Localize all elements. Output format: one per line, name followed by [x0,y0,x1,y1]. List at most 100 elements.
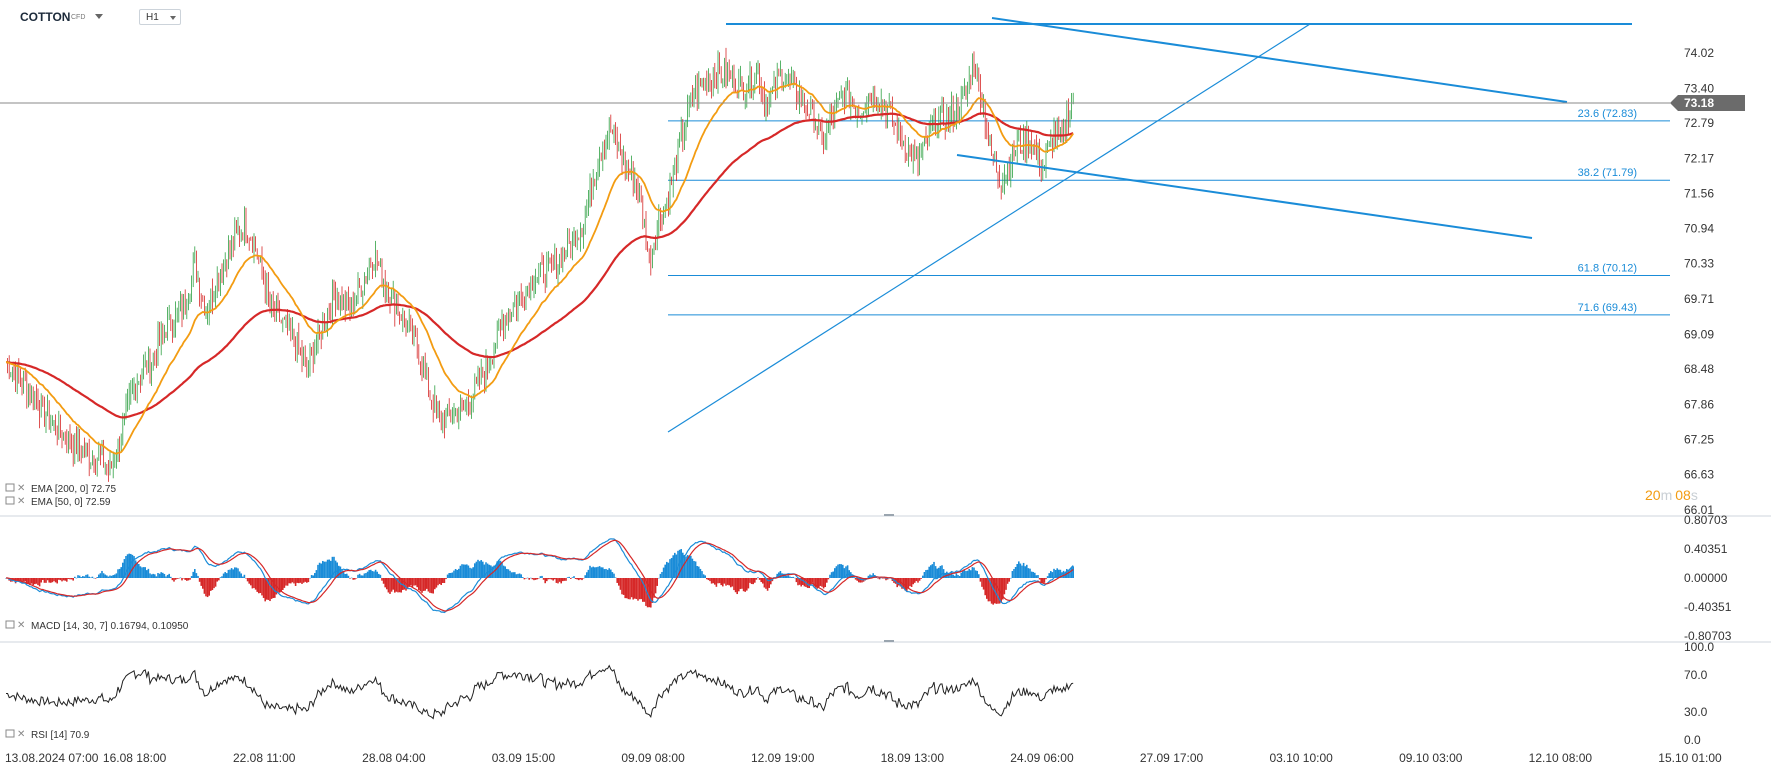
macd-histogram-bar [496,561,498,578]
macd-histogram-bar [826,578,828,583]
macd-histogram-bar [245,578,247,579]
macd-histogram-bar [82,576,84,578]
macd-histogram-bar [610,569,612,578]
macd-histogram-bar [760,578,762,583]
chevron-down-icon [170,16,176,20]
macd-histogram-bar [581,578,583,581]
macd-histogram-bar [531,578,534,580]
timeframe-select[interactable]: H1 [139,9,181,25]
macd-histogram-bar [283,578,286,588]
macd-histogram-bar [360,575,362,578]
macd-histogram-bar [110,575,113,578]
macd-histogram-bar [755,578,758,580]
macd-histogram-bar [397,578,399,593]
macd-histogram-bar [675,554,678,578]
macd-histogram-bar [643,578,646,602]
macd-histogram-bar [1067,570,1070,578]
macd-histogram-bar [74,576,76,578]
macd-histogram-bar [926,569,929,578]
macd-histogram-bar [552,578,554,581]
macd-histogram-bar [34,578,36,585]
macd-histogram-bar [730,578,732,588]
macd-histogram-bar [718,578,721,584]
price-tick-label: 68.48 [1684,362,1714,376]
macd-histogram-bar [432,578,434,594]
macd-histogram-bar [1046,576,1049,578]
rsi-label: RSI [14] 70.9 [31,730,90,741]
macd-histogram-bar [806,578,809,588]
panel-resize-handle-rsi[interactable] [884,640,894,642]
macd-histogram-bar [102,573,105,578]
macd-histogram-bar [480,560,482,578]
macd-histogram-bar [928,566,930,578]
macd-histogram-bar [96,577,98,578]
rising-trend-line [667,23,1311,433]
macd-histogram-bar [702,574,705,578]
price-tick-label: 69.71 [1684,292,1714,306]
price-tick-label: 67.86 [1684,397,1714,411]
legend-ema200[interactable]: ✕ EMA [200, 0] 72.75 [5,483,116,495]
macd-histogram-bar [107,576,110,578]
macd-histogram-bar [333,556,335,578]
macd-histogram-bar [448,573,450,578]
macd-histogram-bar [738,578,740,592]
macd-histogram-bar [418,578,420,590]
macd-histogram-bar [728,578,730,586]
macd-histogram-bar [546,578,548,582]
macd-histogram-bar [1072,566,1074,578]
macd-histogram-bar [554,578,556,580]
macd-histogram-bar [90,577,92,579]
legend-ema50[interactable]: ✕ EMA [50, 0] 72.59 [5,496,111,508]
time-axis: 13.08.2024 07:00 16.08 18:00 22.08 11:00 28… [5,751,1722,765]
macd-tick-label: 0.40351 [1684,542,1728,556]
macd-histogram-bar [818,578,820,588]
macd-histogram-bar [421,578,423,593]
macd-histogram-bar [859,578,862,583]
macd-histogram-bar [701,571,703,578]
macd-histogram-bar [390,578,393,592]
macd-histogram-bar [334,560,337,578]
macd-histogram-bar [304,578,306,582]
macd-histogram-bar [205,578,207,597]
legend-rsi[interactable]: ✕ RSI [14] 70.9 [5,729,90,741]
macd-histogram-bar [147,568,150,578]
symbol-dropdown-icon[interactable] [95,14,103,19]
macd-histogram-bar [170,576,172,578]
macd-histogram-bar [637,578,639,601]
macd-histogram-bar [280,578,282,592]
macd-histogram-bar [349,578,351,579]
legend-macd[interactable]: ✕ MACD [14, 30, 7] 0.16794, 0.10950 [5,620,189,632]
time-tick-label: 13.08.2024 07:00 [5,751,99,765]
ema200-line [6,112,1074,419]
macd-histogram-bar [150,574,153,578]
macd-histogram-bar [482,561,484,578]
macd-histogram-bar [619,578,622,590]
macd-histogram-bar [608,568,610,578]
macd-histogram-bar [600,567,602,578]
macd-histogram-bar [749,578,751,583]
macd-histogram-bar [246,578,249,582]
macd-histogram-bar [659,573,662,578]
macd-histogram-bar [1000,578,1002,603]
macd-histogram-bar [469,567,471,578]
macd-histogram-bar [757,577,759,578]
macd-histogram-bar [243,574,246,578]
macd-histogram-bar [1003,578,1006,595]
macd-histogram-bar [290,578,292,584]
macd-histogram-bar [258,578,260,594]
macd-histogram-bar [251,578,254,589]
macd-histogram-bar [165,576,167,578]
macd-histogram-bar [179,577,182,579]
panel-resize-handle-macd[interactable] [884,514,894,516]
macd-histogram-bar [400,578,402,593]
macd-histogram-bar [731,578,734,587]
time-tick-label: 15.10 01:00 [1658,751,1722,765]
macd-histogram-bar [1043,578,1046,583]
symbol-name[interactable]: COTTON [20,10,71,24]
macd-histogram-bar [813,578,815,587]
macd-histogram-bar [307,578,310,583]
macd-histogram-bar [261,578,263,596]
macd-histogram-bar [163,573,166,578]
macd-histogram-bar [704,575,706,578]
